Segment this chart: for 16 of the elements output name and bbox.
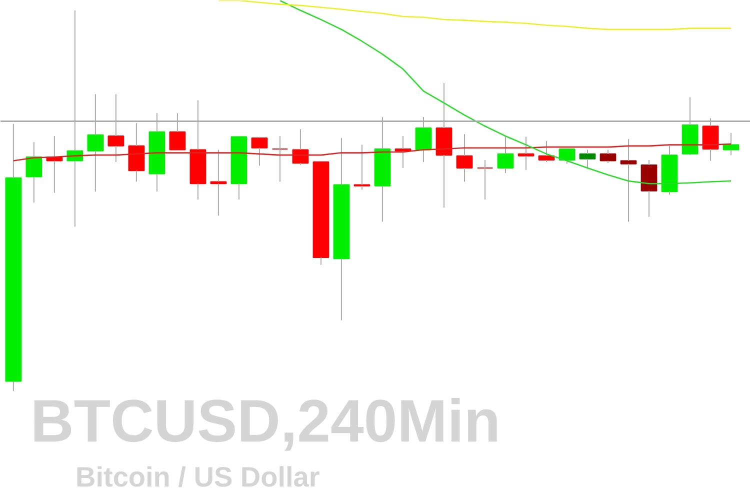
candlestick [579, 149, 596, 169]
candlestick [661, 145, 678, 196]
candlestick [456, 134, 473, 182]
candlestick [5, 123, 22, 392]
candlestick [210, 149, 227, 216]
candlestick [497, 136, 514, 174]
candlestick [640, 160, 658, 218]
candlestick [620, 138, 637, 222]
candlestick [394, 136, 412, 169]
candlestick [26, 142, 42, 204]
candlestick [518, 136, 534, 170]
candlestick [272, 136, 288, 182]
candlestick [476, 160, 494, 200]
candlestick [292, 128, 309, 166]
candlestick [354, 144, 370, 190]
candlestick [333, 137, 350, 321]
